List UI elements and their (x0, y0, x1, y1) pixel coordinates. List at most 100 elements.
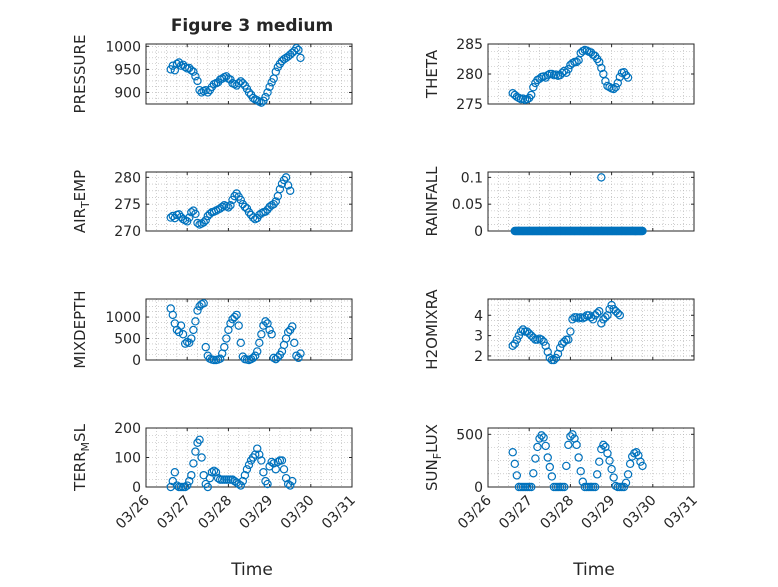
data-point (226, 319, 235, 328)
data-point (248, 93, 258, 103)
data-point (578, 477, 587, 486)
data-point (545, 462, 555, 472)
data-point (619, 482, 629, 492)
data-point (607, 464, 616, 474)
data-point (595, 457, 604, 466)
y-axis-label: SUNFLUX (423, 424, 444, 491)
data-point (265, 202, 274, 212)
panel-rainfall: 0 0.05 0.1 RAINFALL (423, 166, 695, 240)
data-point (510, 339, 519, 348)
data-point (568, 315, 577, 324)
data-point (537, 431, 546, 440)
x-tick-label: 03/27 (496, 493, 536, 533)
data-point (209, 466, 219, 475)
data-point (636, 457, 645, 466)
data-point (255, 338, 264, 348)
data-point (597, 444, 606, 454)
y-axis-label-rest: LUX (423, 424, 441, 453)
data-point (269, 199, 278, 209)
data-point (172, 59, 182, 69)
data-point (211, 468, 221, 477)
x-tick-label: 03/31 (319, 493, 359, 533)
data-point (215, 354, 225, 363)
data-point (607, 300, 616, 310)
data-point (236, 338, 245, 348)
y-tick-label: 280 (114, 170, 141, 186)
chart-title: Figure 3 medium (171, 16, 333, 36)
data-point (294, 353, 303, 363)
data-point (242, 465, 252, 474)
data-point (539, 433, 548, 442)
data-point (168, 476, 177, 486)
data-point (172, 481, 182, 490)
data-point (516, 327, 526, 336)
data-point (562, 461, 571, 471)
data-point (296, 349, 305, 358)
data-point (599, 440, 608, 450)
data-point (529, 82, 538, 92)
data-point (514, 331, 524, 340)
data-point (605, 456, 614, 465)
data-point (286, 186, 295, 195)
data-point (514, 93, 524, 103)
data-point (508, 448, 517, 457)
y-tick-label: 2 (474, 349, 483, 365)
data-point (592, 470, 602, 479)
data-point (283, 327, 293, 337)
data-point (187, 334, 196, 343)
data-point (244, 460, 254, 470)
data-point (261, 317, 270, 326)
data-point (595, 57, 604, 67)
y-tick-label: 275 (114, 197, 141, 213)
data-point (199, 218, 208, 227)
y-axis-label-rest: SL (71, 423, 89, 442)
data-point (582, 46, 592, 55)
data-point (605, 82, 614, 92)
data-point (197, 88, 206, 97)
panel-theta: 275 280 285 THETA (423, 37, 695, 113)
data-point (189, 67, 198, 76)
data-point (512, 471, 522, 480)
data-point (203, 88, 212, 97)
data-point (531, 454, 540, 463)
x-tick-label: 03/28 (537, 493, 577, 533)
data-point (168, 211, 177, 221)
data-point (185, 476, 194, 486)
data-point (621, 478, 631, 487)
data-point (294, 45, 303, 55)
data-point (197, 453, 206, 462)
data-point (189, 325, 198, 335)
data-point (279, 55, 289, 64)
data-point (253, 444, 262, 453)
data-point (288, 322, 297, 331)
data-point (580, 313, 590, 322)
data-point (564, 440, 573, 450)
data-point (529, 333, 538, 342)
data-point (527, 482, 536, 492)
data-point (590, 482, 600, 492)
data-point (195, 435, 204, 444)
data-point (292, 351, 301, 360)
data-point (182, 481, 192, 490)
data-point (180, 339, 190, 348)
data-point (240, 202, 250, 212)
data-point (279, 465, 289, 474)
data-point (560, 66, 569, 76)
x-tick-label: 03/26 (455, 492, 495, 532)
y-axis-label-rest: EMP (71, 170, 89, 201)
plot-area (146, 172, 352, 231)
x-tick-label: 03/27 (154, 493, 194, 533)
data-point (551, 353, 561, 363)
data-point (290, 338, 299, 348)
data-point (576, 466, 585, 476)
data-point (238, 79, 248, 88)
panel-pressure: 900 950 1000 PRESSURE (71, 35, 353, 113)
data-point (201, 216, 210, 225)
data-point (203, 482, 212, 492)
x-tick-label: 03/30 (278, 493, 318, 533)
data-point (572, 57, 581, 67)
data-point (263, 479, 272, 489)
data-point (557, 68, 567, 78)
data-point (218, 202, 227, 212)
